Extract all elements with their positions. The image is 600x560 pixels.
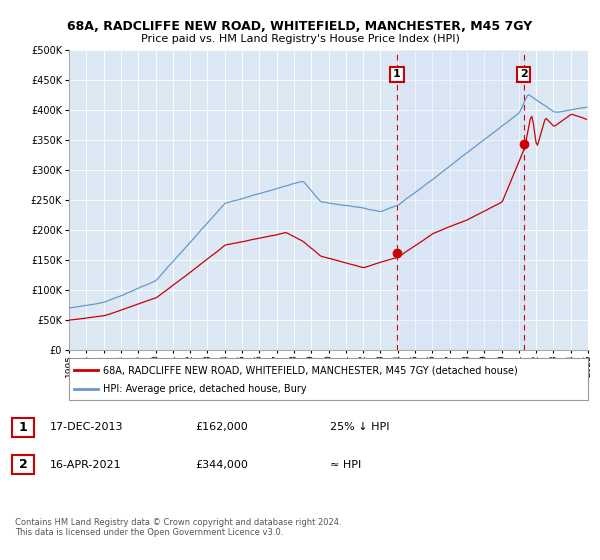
FancyBboxPatch shape	[12, 418, 34, 437]
Text: Price paid vs. HM Land Registry's House Price Index (HPI): Price paid vs. HM Land Registry's House …	[140, 34, 460, 44]
Text: 1: 1	[19, 421, 28, 434]
Text: 17-DEC-2013: 17-DEC-2013	[50, 422, 124, 432]
Text: Contains HM Land Registry data © Crown copyright and database right 2024.
This d: Contains HM Land Registry data © Crown c…	[15, 518, 341, 538]
Text: 25% ↓ HPI: 25% ↓ HPI	[330, 422, 389, 432]
Text: 2: 2	[19, 458, 28, 472]
Text: 1: 1	[393, 69, 401, 80]
Text: £344,000: £344,000	[195, 460, 248, 470]
Text: £162,000: £162,000	[195, 422, 248, 432]
Text: 68A, RADCLIFFE NEW ROAD, WHITEFIELD, MANCHESTER, M45 7GY (detached house): 68A, RADCLIFFE NEW ROAD, WHITEFIELD, MAN…	[103, 365, 517, 375]
FancyBboxPatch shape	[12, 455, 34, 474]
Text: 68A, RADCLIFFE NEW ROAD, WHITEFIELD, MANCHESTER, M45 7GY: 68A, RADCLIFFE NEW ROAD, WHITEFIELD, MAN…	[67, 20, 533, 32]
Text: ≈ HPI: ≈ HPI	[330, 460, 361, 470]
Text: HPI: Average price, detached house, Bury: HPI: Average price, detached house, Bury	[103, 384, 307, 394]
Text: 2: 2	[520, 69, 528, 80]
Bar	[397, 50, 524, 350]
Text: 16-APR-2021: 16-APR-2021	[50, 460, 122, 470]
FancyBboxPatch shape	[69, 358, 588, 400]
